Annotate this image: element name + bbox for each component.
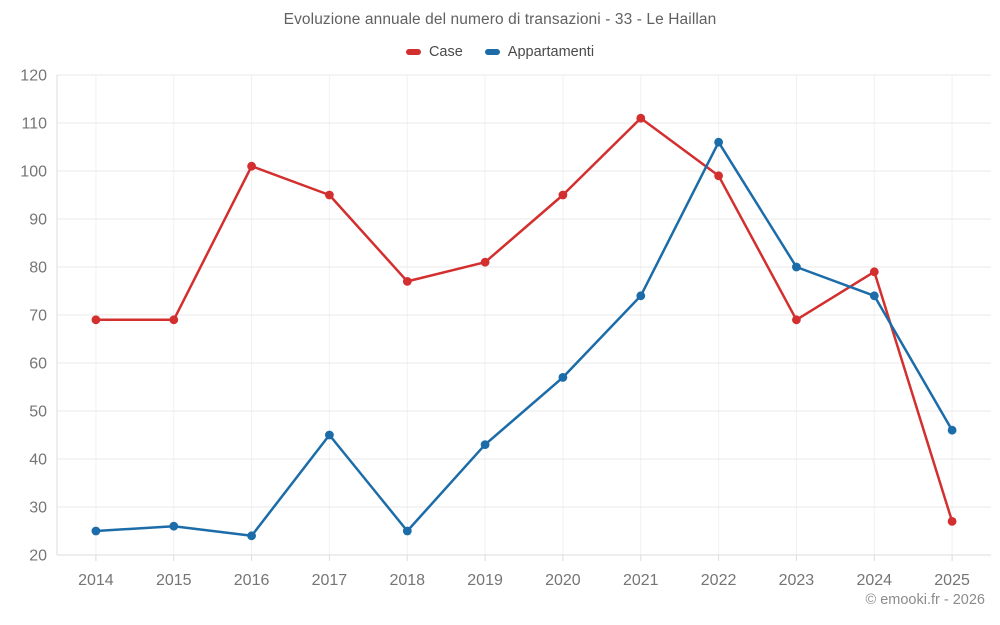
data-point[interactable]	[714, 137, 723, 147]
y-tick-label: 120	[20, 68, 47, 85]
legend-swatch-appartamenti	[484, 49, 500, 55]
data-point[interactable]	[792, 315, 801, 325]
x-tick-label: 2020	[545, 572, 581, 589]
legend-item-case[interactable]: Case	[405, 44, 463, 60]
data-point[interactable]	[947, 517, 957, 526]
axes	[56, 75, 991, 556]
x-tick-label: 2024	[856, 572, 892, 589]
y-tick-label: 50	[29, 404, 47, 421]
data-point[interactable]	[947, 425, 957, 435]
x-tick-label: 2014	[78, 572, 114, 589]
data-point[interactable]	[869, 267, 879, 277]
series-line	[94, 116, 954, 523]
series-appartamenti	[91, 137, 957, 541]
chart-title: Evoluzione annuale del numero di transaz…	[283, 11, 717, 28]
x-axis-labels: 2014 2015 2016 2017 2018 2019 2020 2021 2022 2023…	[78, 572, 970, 589]
series-case	[91, 113, 957, 526]
y-tick-label: 80	[29, 260, 47, 277]
y-tick-label: 100	[20, 164, 47, 181]
x-tick-label: 2017	[312, 572, 348, 589]
y-axis-labels: 20 30 40 50 60 70 80 90 100 110 120	[20, 68, 47, 565]
y-tick-label: 90	[29, 212, 47, 229]
x-tick-label: 2018	[389, 572, 425, 589]
y-tick-label: 70	[29, 308, 47, 325]
x-tick-label: 2023	[779, 572, 815, 589]
data-point[interactable]	[558, 373, 568, 382]
y-tick-label: 30	[29, 500, 47, 517]
data-point[interactable]	[247, 531, 256, 541]
legend-item-appartamenti[interactable]: Appartamenti	[484, 44, 595, 60]
data-point[interactable]	[636, 291, 646, 301]
data-point[interactable]	[91, 315, 101, 325]
x-tick-label: 2015	[156, 572, 192, 589]
x-gridlines	[95, 75, 953, 561]
legend-label-appartamenti: Appartamenti	[507, 44, 595, 60]
x-tick-label: 2016	[234, 572, 270, 589]
copyright-footer: © emooki.fr - 2026	[865, 592, 985, 608]
x-tick-label: 2022	[701, 572, 737, 589]
data-point[interactable]	[402, 277, 412, 286]
y-tick-label: 40	[29, 452, 47, 469]
data-point[interactable]	[480, 440, 490, 449]
y-tick-label: 60	[29, 356, 47, 373]
y-tick-label: 110	[21, 116, 47, 133]
data-point[interactable]	[636, 113, 646, 123]
x-tick-label: 2019	[467, 572, 503, 589]
y-tick-label: 20	[29, 548, 47, 565]
data-point[interactable]	[402, 526, 412, 536]
data-point[interactable]	[792, 262, 801, 272]
x-tick-label: 2021	[623, 572, 659, 589]
data-point[interactable]	[714, 171, 723, 181]
legend-label-case: Case	[428, 44, 463, 60]
data-point[interactable]	[247, 161, 256, 171]
series-line	[94, 140, 954, 538]
x-tick-label: 2025	[934, 572, 970, 589]
chart-legend: Case Appartamenti	[0, 44, 1000, 60]
legend-swatch-case	[405, 49, 421, 55]
data-point[interactable]	[869, 291, 879, 301]
data-point[interactable]	[325, 430, 334, 440]
data-point[interactable]	[169, 315, 179, 325]
y-gridlines	[57, 74, 991, 556]
data-point[interactable]	[91, 526, 101, 536]
data-point[interactable]	[480, 257, 490, 267]
data-point[interactable]	[325, 190, 334, 200]
data-point[interactable]	[558, 190, 568, 200]
data-point[interactable]	[169, 521, 179, 531]
